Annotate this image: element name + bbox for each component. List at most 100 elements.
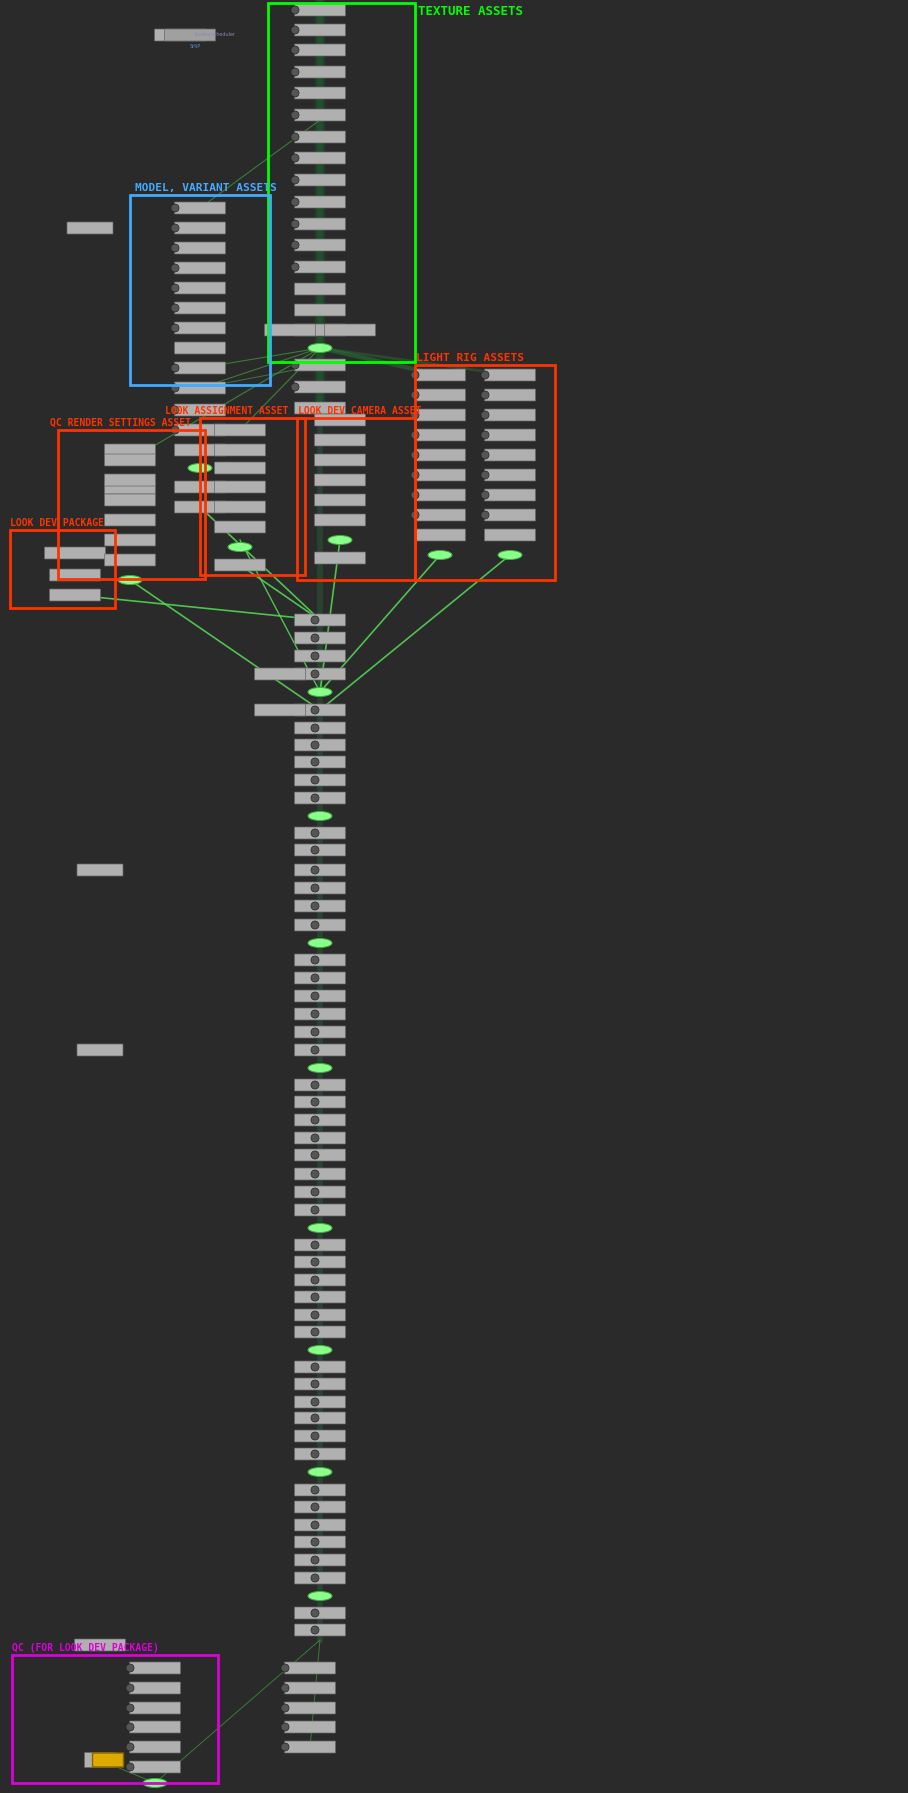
- FancyBboxPatch shape: [130, 1682, 181, 1694]
- Text: LOOK DEV PACKAGE: LOOK DEV PACKAGE: [10, 518, 104, 527]
- Bar: [200, 418, 305, 576]
- FancyBboxPatch shape: [294, 1607, 346, 1619]
- FancyBboxPatch shape: [485, 429, 536, 441]
- Circle shape: [311, 1311, 319, 1320]
- Circle shape: [312, 886, 318, 891]
- FancyBboxPatch shape: [294, 972, 346, 984]
- FancyBboxPatch shape: [294, 651, 346, 662]
- Circle shape: [482, 452, 488, 457]
- Circle shape: [312, 1451, 318, 1458]
- Ellipse shape: [308, 344, 332, 353]
- FancyBboxPatch shape: [314, 414, 366, 427]
- Circle shape: [482, 491, 488, 498]
- Circle shape: [291, 264, 299, 271]
- Circle shape: [312, 1277, 318, 1284]
- Circle shape: [171, 384, 179, 393]
- Text: QC RENDER SETTINGS ASSET: QC RENDER SETTINGS ASSET: [50, 418, 191, 429]
- FancyBboxPatch shape: [294, 1624, 346, 1635]
- Circle shape: [481, 491, 489, 498]
- Circle shape: [311, 1115, 319, 1124]
- Circle shape: [171, 364, 179, 371]
- FancyBboxPatch shape: [414, 409, 466, 421]
- FancyBboxPatch shape: [174, 242, 225, 255]
- FancyBboxPatch shape: [294, 631, 346, 644]
- Circle shape: [482, 412, 488, 418]
- FancyBboxPatch shape: [154, 29, 205, 41]
- Circle shape: [312, 1364, 318, 1370]
- Circle shape: [281, 1743, 289, 1752]
- FancyBboxPatch shape: [284, 1662, 335, 1675]
- Circle shape: [291, 360, 299, 369]
- FancyBboxPatch shape: [294, 705, 346, 715]
- Circle shape: [172, 385, 178, 391]
- Circle shape: [312, 1151, 318, 1158]
- Ellipse shape: [308, 1063, 332, 1072]
- FancyBboxPatch shape: [284, 1682, 335, 1694]
- Circle shape: [482, 393, 488, 398]
- Ellipse shape: [428, 550, 452, 559]
- FancyBboxPatch shape: [294, 1431, 346, 1442]
- Circle shape: [312, 868, 318, 873]
- FancyBboxPatch shape: [214, 445, 265, 455]
- FancyBboxPatch shape: [414, 448, 466, 461]
- FancyBboxPatch shape: [174, 222, 225, 235]
- Circle shape: [292, 178, 298, 183]
- Circle shape: [481, 511, 489, 518]
- FancyBboxPatch shape: [67, 222, 113, 235]
- Circle shape: [126, 1763, 134, 1771]
- Circle shape: [312, 1189, 318, 1194]
- Circle shape: [292, 111, 298, 118]
- Ellipse shape: [118, 576, 142, 585]
- Circle shape: [311, 1433, 319, 1440]
- Circle shape: [292, 221, 298, 228]
- Circle shape: [311, 671, 319, 678]
- Circle shape: [312, 1312, 318, 1318]
- Ellipse shape: [308, 1467, 332, 1476]
- Circle shape: [127, 1764, 133, 1770]
- FancyBboxPatch shape: [414, 489, 466, 500]
- Circle shape: [311, 653, 319, 660]
- Circle shape: [311, 1415, 319, 1422]
- Circle shape: [172, 366, 178, 371]
- FancyBboxPatch shape: [294, 1413, 346, 1424]
- FancyBboxPatch shape: [414, 369, 466, 380]
- FancyBboxPatch shape: [294, 1501, 346, 1513]
- FancyBboxPatch shape: [294, 1291, 346, 1304]
- Circle shape: [311, 1626, 319, 1633]
- FancyBboxPatch shape: [174, 500, 225, 513]
- Bar: [12, 1655, 218, 1782]
- Circle shape: [312, 1011, 318, 1017]
- FancyBboxPatch shape: [174, 445, 225, 455]
- Circle shape: [412, 393, 418, 398]
- Circle shape: [411, 391, 419, 400]
- FancyBboxPatch shape: [174, 301, 225, 314]
- FancyBboxPatch shape: [174, 342, 225, 353]
- Circle shape: [312, 1399, 318, 1406]
- FancyBboxPatch shape: [174, 323, 225, 333]
- FancyBboxPatch shape: [294, 23, 346, 36]
- Circle shape: [312, 1433, 318, 1440]
- FancyBboxPatch shape: [294, 131, 346, 143]
- FancyBboxPatch shape: [485, 489, 536, 500]
- Circle shape: [312, 794, 318, 801]
- Text: locatorscheduler: locatorscheduler: [194, 32, 235, 36]
- Circle shape: [292, 7, 298, 13]
- FancyBboxPatch shape: [294, 1167, 346, 1180]
- Circle shape: [292, 154, 298, 161]
- Circle shape: [311, 1081, 319, 1088]
- Circle shape: [312, 1081, 318, 1088]
- Circle shape: [312, 1522, 318, 1528]
- FancyBboxPatch shape: [294, 325, 346, 335]
- FancyBboxPatch shape: [294, 882, 346, 895]
- Circle shape: [311, 1363, 319, 1372]
- Circle shape: [172, 325, 178, 332]
- Circle shape: [311, 1381, 319, 1388]
- FancyBboxPatch shape: [294, 864, 346, 877]
- Circle shape: [311, 1486, 319, 1494]
- Circle shape: [312, 706, 318, 714]
- Circle shape: [412, 371, 418, 378]
- Circle shape: [292, 68, 298, 75]
- Circle shape: [311, 706, 319, 714]
- Circle shape: [312, 1415, 318, 1422]
- Ellipse shape: [143, 1779, 167, 1788]
